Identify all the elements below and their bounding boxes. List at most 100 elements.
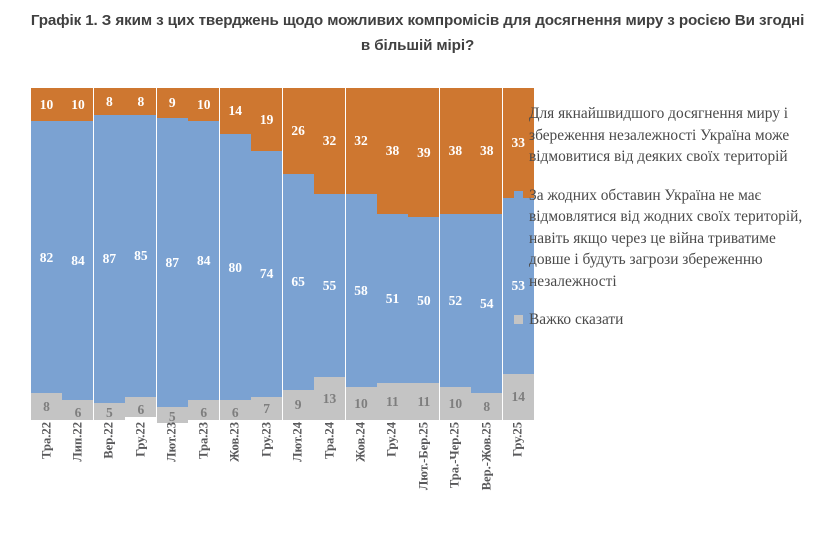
bar-segment-no-compromise: 84: [62, 121, 94, 401]
legend-swatch-icon: [514, 315, 523, 324]
chart-title: Графік 1. З яким з цих тверджень щодо мо…: [30, 12, 805, 54]
bar-value-label: 8: [43, 398, 50, 414]
bar-value-label: 10: [39, 96, 54, 112]
x-axis-tick-label: Жов.24: [353, 422, 368, 463]
x-axis-tick: Тра.22: [31, 422, 62, 530]
bar-value-label: 13: [322, 390, 337, 406]
bar-value-label: 58: [354, 282, 368, 298]
x-axis-tick-label: Тра.24: [322, 422, 337, 459]
x-axis-tick: Жов.24: [346, 422, 377, 530]
x-axis-tick: Лют.-Бер.25: [408, 422, 439, 530]
legend-item[interactable]: За жодних обставин Україна не має відмов…: [514, 185, 814, 293]
x-axis-tick-label: Лют.24: [290, 422, 305, 462]
x-axis-tick: Гру.22: [125, 422, 156, 530]
bar-value-label: 87: [165, 254, 180, 270]
bar-value-label: 14: [511, 389, 526, 404]
bar-value-label: 11: [417, 393, 431, 409]
bar-segment-hard-to-say: 14: [502, 373, 534, 420]
bar-segment-compromise: 14: [219, 88, 251, 135]
bar-value-label: 5: [168, 408, 176, 424]
x-axis-tick: Вер.-Жов.25: [471, 422, 502, 530]
x-axis-tick-label: Тра.-Чер.25: [447, 422, 462, 489]
x-axis-tick: Гру.23: [251, 422, 282, 530]
bar-segment-compromise: 39: [408, 88, 440, 218]
bar-column: 10 84 6: [188, 88, 220, 420]
bar-value-label: 65: [291, 274, 305, 290]
bar-value-label: 84: [197, 252, 211, 268]
bar-value-label: 8: [137, 93, 145, 109]
bar-segment-compromise: 19: [251, 88, 283, 152]
bar-segment-compromise: 10: [188, 88, 220, 122]
bar-value-label: 74: [259, 266, 274, 282]
bar-column: 8 87 5: [93, 88, 125, 420]
bar-segment-compromise: 32: [345, 88, 377, 195]
bar-column: 9 87 5: [156, 88, 188, 424]
bar-value-label: 55: [322, 277, 337, 293]
bar-column: 39 50 11: [408, 88, 440, 420]
legend-swatch-icon: [514, 190, 523, 200]
bar-column: 10 82 8: [31, 88, 62, 420]
bar-segment-hard-to-say: 10: [345, 386, 377, 420]
legend-item-label: За жодних обставин Україна не має відмов…: [529, 186, 803, 290]
bar-value-label: 8: [106, 93, 113, 109]
bar-value-label: 54: [480, 296, 494, 312]
bar-value-label: 6: [137, 402, 145, 417]
bar-value-label: 39: [417, 144, 431, 160]
bar-segment-hard-to-say: 6: [62, 400, 94, 420]
x-axis-tick: Гру.25: [503, 422, 534, 530]
x-axis-labels: Тра.22 Лип.22 Вер.22 Гру.22 Лют.23 Тра.23 Жов.…: [0, 422, 525, 532]
bar-segment-hard-to-say: 7: [251, 396, 283, 420]
x-axis-tick-label: Лют.23: [164, 422, 179, 462]
x-axis-tick-label: Тра.22: [39, 422, 53, 459]
bar-segment-compromise: 8: [125, 88, 157, 115]
bar-segment-no-compromise: 55: [314, 194, 346, 377]
bar-value-label: 85: [134, 247, 148, 263]
bar-column: 38 51 11: [376, 88, 408, 420]
bar-column: 32 55 13: [314, 88, 346, 420]
bar-value-label: 10: [448, 395, 463, 411]
bar-value-label: 38: [385, 143, 400, 159]
bar-segment-compromise: 33: [502, 88, 534, 198]
bar-value-label: 51: [385, 291, 400, 307]
legend-item-label: Для якнайшвидшого досягнення миру і збер…: [529, 105, 790, 165]
x-axis-tick: Тра.-Чер.25: [440, 422, 471, 530]
bar-column: 38 54 8: [471, 88, 503, 420]
x-axis-tick-label: Лют.-Бер.25: [416, 422, 431, 491]
bar-segment-no-compromise: 50: [408, 217, 440, 384]
bar-segment-no-compromise: 82: [31, 121, 62, 394]
bar-segment-no-compromise: 84: [188, 121, 220, 401]
legend-item[interactable]: Важко сказати: [514, 309, 814, 331]
bar-value-label: 7: [263, 400, 271, 416]
bar-value-label: 53: [511, 277, 526, 293]
bar-segment-hard-to-say: 6: [219, 400, 251, 420]
x-axis-tick: Тра.23: [188, 422, 219, 530]
x-axis-tick-label: Жов.23: [227, 422, 242, 463]
bar-segment-hard-to-say: 8: [31, 393, 62, 420]
bar-segment-no-compromise: 65: [282, 174, 314, 391]
x-axis-tick: Вер.22: [94, 422, 125, 530]
bar-segment-hard-to-say: 9: [282, 390, 314, 420]
bar-value-label: 38: [448, 143, 463, 159]
x-axis-tick: Лют.24: [283, 422, 314, 530]
bar-value-label: 52: [448, 292, 463, 308]
legend-item[interactable]: Для якнайшвидшого досягнення миру і збер…: [514, 103, 814, 168]
bar-value-label: 82: [39, 249, 54, 265]
bar-segment-compromise: 26: [282, 88, 314, 175]
bar-segment-hard-to-say: 10: [439, 386, 471, 420]
bar-segment-compromise: 38: [376, 88, 408, 215]
x-axis-tick: Жов.23: [220, 422, 251, 530]
bar-value-label: 10: [354, 395, 368, 411]
bar-segment-hard-to-say: 8: [471, 393, 503, 420]
bar-value-label: 9: [294, 397, 302, 413]
bar-segment-compromise: 38: [439, 88, 471, 215]
bar-value-label: 14: [228, 103, 242, 119]
bar-segment-no-compromise: 85: [125, 114, 157, 397]
bar-value-label: 10: [71, 96, 85, 112]
bar-segment-no-compromise: 54: [471, 214, 503, 394]
bar-segment-compromise: 9: [156, 88, 188, 118]
x-axis-tick: Гру.24: [377, 422, 408, 530]
bar-value-label: 33: [511, 135, 526, 151]
bar-segment-hard-to-say: 13: [314, 376, 346, 420]
bar-value-label: 10: [197, 96, 211, 112]
x-axis-tick: Тра.24: [314, 422, 345, 530]
